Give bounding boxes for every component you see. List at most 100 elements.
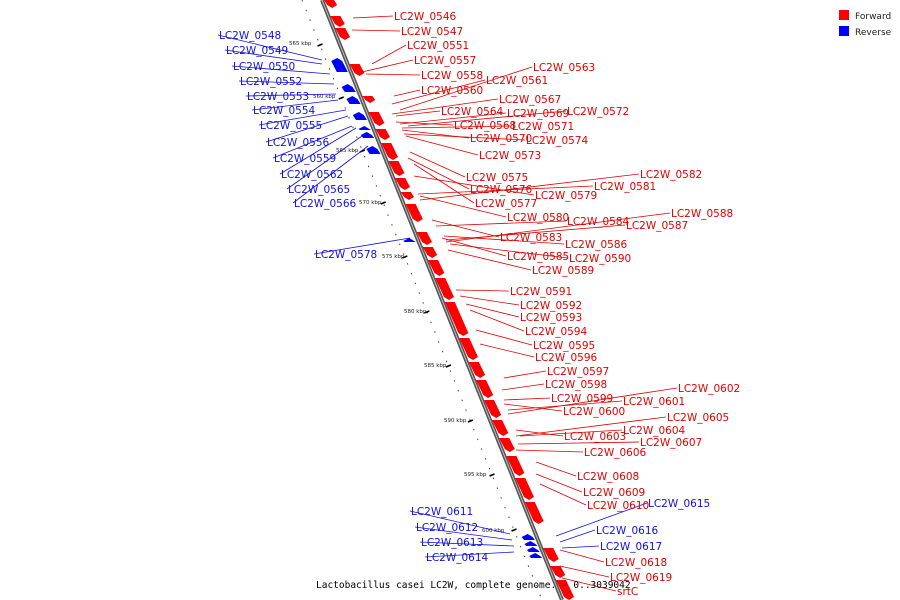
forward-gene-label: LC2W_0586 xyxy=(565,239,628,251)
forward-gene-block xyxy=(543,548,559,562)
reverse-connector xyxy=(286,135,363,190)
forward-gene-label: LC2W_0601 xyxy=(623,396,685,408)
forward-connector xyxy=(435,220,567,227)
forward-gene-block xyxy=(330,16,345,27)
forward-gene-label: LC2W_0580 xyxy=(507,212,569,224)
forward-gene-block xyxy=(416,232,432,245)
forward-gene-label: LC2W_0619 xyxy=(610,572,672,584)
scale-tick-mark xyxy=(511,528,517,532)
forward-connector xyxy=(399,112,507,125)
forward-gene-block xyxy=(405,204,423,222)
forward-connector xyxy=(419,173,640,201)
reverse-gene-label: LC2W_0566 xyxy=(294,198,357,210)
forward-gene-label: LC2W_0597 xyxy=(547,366,609,378)
reverse-connector xyxy=(414,526,513,541)
forward-gene-block xyxy=(550,566,566,578)
forward-gene-label: LC2W_0609 xyxy=(583,487,645,499)
forward-gene-label: LC2W_0600 xyxy=(563,406,625,418)
gene-labels: LC2W_0546 LC2W_0547 LC2W_0551 LC2W_0557 LC2W… xyxy=(219,11,740,598)
forward-gene-label: LC2W_0551 xyxy=(407,40,469,52)
forward-connector xyxy=(407,157,470,190)
reverse-gene-block xyxy=(360,132,375,138)
forward-gene-label: LC2W_0599 xyxy=(551,393,613,405)
forward-connector xyxy=(479,343,535,358)
reverse-gene-label: LC2W_0615 xyxy=(648,498,710,510)
reverse-connector xyxy=(424,551,515,558)
reverse-gene-block xyxy=(331,58,348,72)
reverse-gene-label: LC2W_0613 xyxy=(421,537,483,549)
legend-reverse-label: Reverse xyxy=(855,28,892,38)
reverse-gene-label: LC2W_0617 xyxy=(600,541,662,553)
forward-gene-label: LC2W_0581 xyxy=(594,181,656,193)
forward-gene-label: srtC xyxy=(617,586,638,598)
forward-gene-label: LC2W_0618 xyxy=(605,557,667,569)
forward-connector xyxy=(361,59,414,73)
scale-tick-label: 590 kbp xyxy=(444,418,467,424)
forward-gene-label: LC2W_0583 xyxy=(500,232,562,244)
forward-connector xyxy=(503,397,551,401)
forward-gene-label: LC2W_0576 xyxy=(470,184,533,196)
reverse-connector xyxy=(258,109,347,126)
reverse-gene-label: LC2W_0565 xyxy=(288,184,350,196)
reverse-gene-block xyxy=(403,238,416,242)
forward-connector xyxy=(465,303,520,318)
reverse-gene-label: LC2W_0611 xyxy=(411,506,473,518)
reverse-gene-block xyxy=(524,541,538,546)
forward-gene-block xyxy=(388,161,405,176)
reverse-connector xyxy=(292,145,369,204)
forward-gene-label: LC2W_0567 xyxy=(499,94,561,106)
forward-gene-label: LC2W_0603 xyxy=(564,431,626,443)
forward-gene-label: LC2W_0605 xyxy=(667,412,729,424)
legend: Forward Reverse xyxy=(839,10,892,38)
reverse-gene-block xyxy=(521,534,535,540)
forward-gene-block xyxy=(435,278,454,300)
forward-gene-block xyxy=(556,580,574,600)
forward-gene-block xyxy=(368,112,385,126)
forward-gene-label: LC2W_0591 xyxy=(510,286,572,298)
forward-connector xyxy=(519,429,623,437)
forward-connector xyxy=(351,29,401,32)
forward-gene-block xyxy=(444,302,469,336)
forward-gene-block xyxy=(524,502,544,524)
forward-gene-label: LC2W_0560 xyxy=(421,85,483,97)
forward-gene-block xyxy=(349,64,365,76)
forward-connector xyxy=(395,121,454,126)
scale-tick-label: 585 kbp xyxy=(424,363,447,369)
forward-gene-label: LC2W_0594 xyxy=(525,326,588,338)
forward-connector xyxy=(405,135,479,156)
forward-gene-block xyxy=(459,338,478,360)
reverse-gene-label: LC2W_0614 xyxy=(426,552,489,564)
forward-connector xyxy=(535,473,583,493)
forward-connector xyxy=(559,549,605,563)
forward-connector xyxy=(419,195,507,218)
reverse-connector xyxy=(217,34,323,61)
forward-connector xyxy=(445,224,626,241)
reverse-connector xyxy=(559,529,596,543)
forward-connector xyxy=(393,89,421,97)
scale-ticks: 565 kbp 560 kbp 565 kbp 570 kbp 575 kbp 580 k… xyxy=(289,41,517,534)
forward-gene-label: LC2W_0558 xyxy=(421,70,483,82)
reverse-connector xyxy=(313,237,411,255)
forward-connector xyxy=(539,483,587,506)
scale-tick-mark xyxy=(380,201,386,205)
forward-connector xyxy=(445,212,671,243)
forward-connector xyxy=(449,243,569,259)
forward-connector xyxy=(352,15,394,19)
label-connectors xyxy=(217,15,678,592)
forward-gene-block xyxy=(395,178,410,190)
reverse-gene-label: LC2W_0578 xyxy=(315,249,377,261)
forward-gene-label: LC2W_0607 xyxy=(640,437,702,449)
reverse-gene-label: LC2W_0548 xyxy=(219,30,281,42)
forward-connector xyxy=(409,151,466,178)
reverse-connector xyxy=(265,115,349,143)
forward-connector xyxy=(413,175,535,196)
reverse-gene-block xyxy=(358,126,371,130)
forward-gene-block xyxy=(381,143,398,160)
forward-gene-block xyxy=(428,260,445,276)
forward-connector xyxy=(459,295,520,306)
reverse-gene-label: LC2W_0549 xyxy=(226,45,288,57)
forward-gene-label: LC2W_0584 xyxy=(567,216,630,228)
reverse-connector xyxy=(561,545,600,549)
forward-gene-label: LC2W_0610 xyxy=(587,500,649,512)
reverse-connector xyxy=(279,127,357,175)
